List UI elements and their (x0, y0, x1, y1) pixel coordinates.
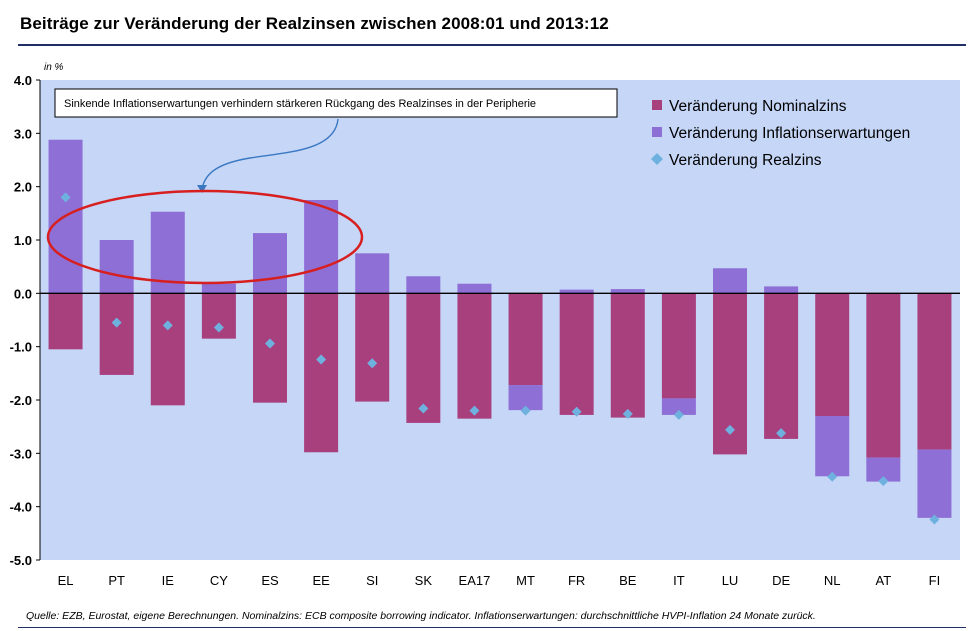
legend-swatch-1 (652, 127, 662, 137)
x-tick-label: MT (516, 573, 535, 588)
marker-realzins-it (673, 409, 684, 420)
marker-realzins-fi (929, 514, 940, 525)
bar-nominal-el (48, 293, 83, 350)
x-tick-label: FR (568, 573, 585, 588)
y-tick-label: -4.0 (10, 500, 32, 515)
annotation-text: Sinkende Inflationserwartungen verhinder… (64, 98, 536, 110)
highlight-ellipse (46, 189, 364, 285)
y-tick-label: -5.0 (10, 553, 32, 568)
bar-inflation-fi (917, 449, 952, 518)
marker-realzins-el (60, 192, 71, 203)
x-tick-label: SK (415, 573, 433, 588)
marker-realzins-ee (316, 354, 327, 365)
source-note: Quelle: EZB, Eurostat, eigene Berechnung… (26, 610, 816, 622)
bar-inflation-fr (559, 289, 594, 294)
bar-inflation-nl (815, 416, 850, 477)
x-tick-label: CY (210, 573, 228, 588)
marker-realzins-ie (162, 320, 173, 331)
bar-nominal-mt (508, 293, 543, 386)
title-divider (18, 44, 966, 46)
bar-nominal-ie (150, 293, 185, 406)
bar-inflation-lu (713, 268, 747, 294)
footer-divider (18, 627, 966, 628)
x-tick-label: EE (312, 573, 330, 588)
bar-nominal-at (866, 293, 901, 458)
marker-realzins-cy (213, 322, 224, 333)
y-tick-label: -2.0 (10, 393, 32, 408)
bar-nominal-ee (304, 293, 339, 453)
bar-inflation-be (610, 289, 645, 294)
marker-realzins-si (367, 358, 378, 369)
bar-inflation-sk (406, 276, 441, 294)
annotation-arrow (201, 118, 339, 190)
unit-label: in % (44, 62, 64, 73)
x-tick-label: DE (772, 573, 790, 588)
x-tick-label: FI (929, 573, 941, 588)
y-tick-label: 3.0 (14, 126, 32, 141)
marker-realzins-ea17 (469, 405, 480, 416)
y-tick-label: 0.0 (14, 286, 32, 301)
x-tick-label: EA17 (459, 573, 491, 588)
bar-inflation-de (764, 286, 799, 294)
marker-realzins-es (265, 338, 275, 349)
bar-nominal-si (355, 293, 390, 402)
y-tick-label: 4.0 (14, 73, 32, 88)
x-tick-label: PT (108, 573, 125, 588)
legend: Veränderung Nominalzins Veränderung Infla… (651, 98, 910, 169)
annotation-arrowhead (197, 185, 207, 193)
y-tick-label: -1.0 (10, 340, 32, 355)
x-tick-label: NL (824, 573, 841, 588)
legend-label-0: Veränderung Nominalzins (669, 98, 847, 115)
bar-inflation-es (253, 233, 287, 294)
bar-inflation-ea17 (457, 283, 492, 294)
bar-inflation-si (355, 253, 390, 294)
legend-swatch-2 (651, 153, 663, 165)
marker-realzins-be (622, 408, 633, 419)
bar-nominal-fr (559, 293, 594, 415)
chart-title: Beiträge zur Veränderung der Realzinsen … (20, 14, 609, 33)
bar-nominal-nl (815, 293, 850, 416)
x-tick-label: IT (673, 573, 685, 588)
bar-nominal-pt (99, 293, 134, 375)
bar-inflation-it (661, 398, 696, 415)
bar-inflation-pt (99, 240, 134, 294)
bar-nominal-fi (917, 293, 952, 450)
y-tick-label: 1.0 (14, 233, 32, 248)
bar-nominal-it (661, 293, 696, 399)
marker-realzins-fr (571, 406, 582, 417)
bar-nominal-ea17 (457, 293, 492, 419)
bar-nominal-de (764, 293, 799, 439)
legend-label-1: Veränderung Inflationserwartungen (669, 125, 910, 142)
marker-realzins-sk (418, 403, 429, 414)
bar-nominal-sk (406, 293, 441, 423)
y-tick-label: -3.0 (10, 446, 32, 461)
bar-inflation-ee (304, 200, 339, 294)
marker-realzins-pt (111, 317, 122, 328)
x-tick-label: BE (619, 573, 637, 588)
marker-realzins-lu (725, 424, 735, 435)
bar-inflation-cy (201, 283, 236, 294)
y-tick-label: 2.0 (14, 180, 32, 195)
marker-realzins-at (878, 476, 889, 487)
x-tick-label: EL (58, 573, 74, 588)
x-tick-label: SI (366, 573, 378, 588)
x-tick-label: AT (876, 573, 892, 588)
marker-realzins-nl (827, 471, 838, 482)
marker-realzins-de (776, 428, 787, 439)
bar-nominal-be (610, 293, 645, 418)
x-tick-label: IE (162, 573, 175, 588)
plot-area (40, 80, 960, 560)
x-tick-label: ES (261, 573, 279, 588)
marker-realzins-mt (520, 405, 531, 416)
annotation-box (54, 88, 618, 118)
legend-label-2: Veränderung Realzins (669, 152, 822, 169)
x-tick-label: LU (722, 573, 739, 588)
legend-swatch-0 (652, 100, 662, 110)
